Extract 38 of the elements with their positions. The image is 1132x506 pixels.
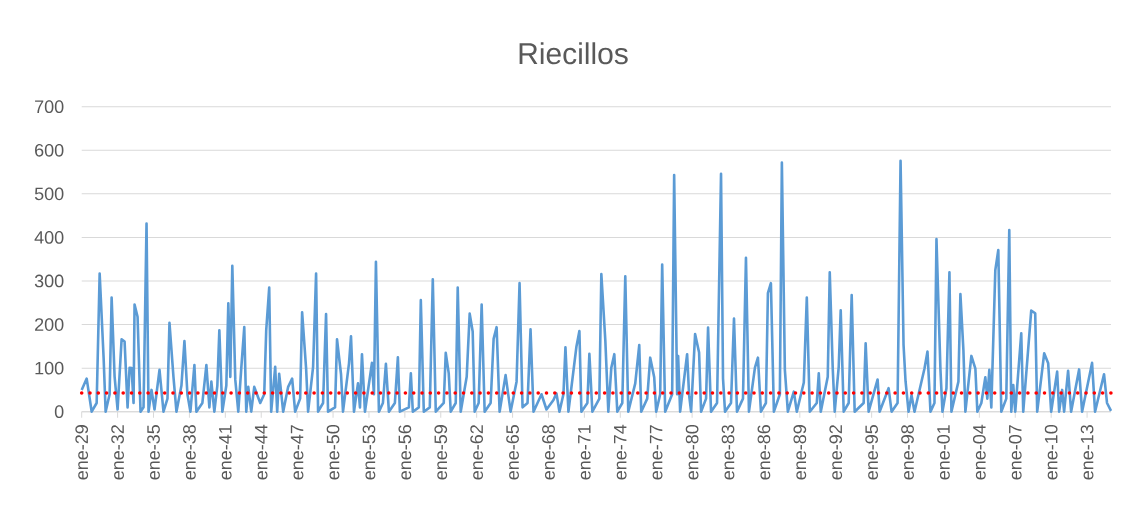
x-tick-label: ene-07	[1008, 425, 1022, 480]
y-tick-label: 300	[34, 274, 64, 288]
x-tick-label: ene-04	[972, 424, 986, 480]
x-tick-label: ene-59	[434, 425, 448, 480]
x-tick-label: ene-98	[901, 425, 914, 480]
x-tick-label: ene-50	[326, 424, 340, 480]
x-tick-label: ene-01	[937, 425, 950, 480]
x-tick-label: ene-44	[254, 424, 268, 480]
x-tick-label: ene-47	[290, 425, 304, 480]
x-tick-label: ene-92	[829, 425, 843, 480]
x-tick-label: ene-95	[865, 425, 878, 480]
y-tick-label: 0	[54, 405, 64, 419]
y-tick-label: 400	[34, 231, 64, 244]
x-tick-label: ene-74	[614, 424, 627, 480]
x-tick-label: ene-56	[398, 425, 412, 480]
y-tick-label: 600	[35, 143, 64, 157]
y-tick-label: 500	[34, 187, 64, 201]
y-tick-label: 100	[35, 361, 64, 375]
x-tick-label: ene-29	[75, 425, 89, 480]
x-tick-label: ene-89	[793, 425, 807, 480]
x-tick-label: ene-38	[183, 425, 196, 480]
x-tick-label: ene-35	[147, 425, 160, 480]
x-tick-label: ene-65	[506, 425, 519, 480]
y-tick-label: 700	[35, 100, 64, 114]
y-tick-label: 200	[35, 318, 64, 331]
x-tick-label: ene-10	[1044, 424, 1058, 480]
x-tick-label: ene-83	[721, 425, 735, 480]
x-tick-label: ene-53	[362, 425, 376, 480]
x-tick-label: ene-86	[757, 425, 771, 480]
x-tick-label: ene-71	[578, 425, 591, 480]
x-tick-label: ene-32	[111, 425, 124, 480]
x-tick-label: ene-80	[685, 424, 699, 480]
x-tick-label: ene-41	[219, 425, 232, 480]
x-tick-label: ene-77	[649, 425, 663, 480]
x-tick-label: ene-13	[1080, 425, 1094, 480]
x-tick-label: ene-62	[470, 425, 484, 480]
chart-title: Riecillos	[519, 42, 628, 65]
x-tick-label: ene-68	[542, 425, 555, 480]
